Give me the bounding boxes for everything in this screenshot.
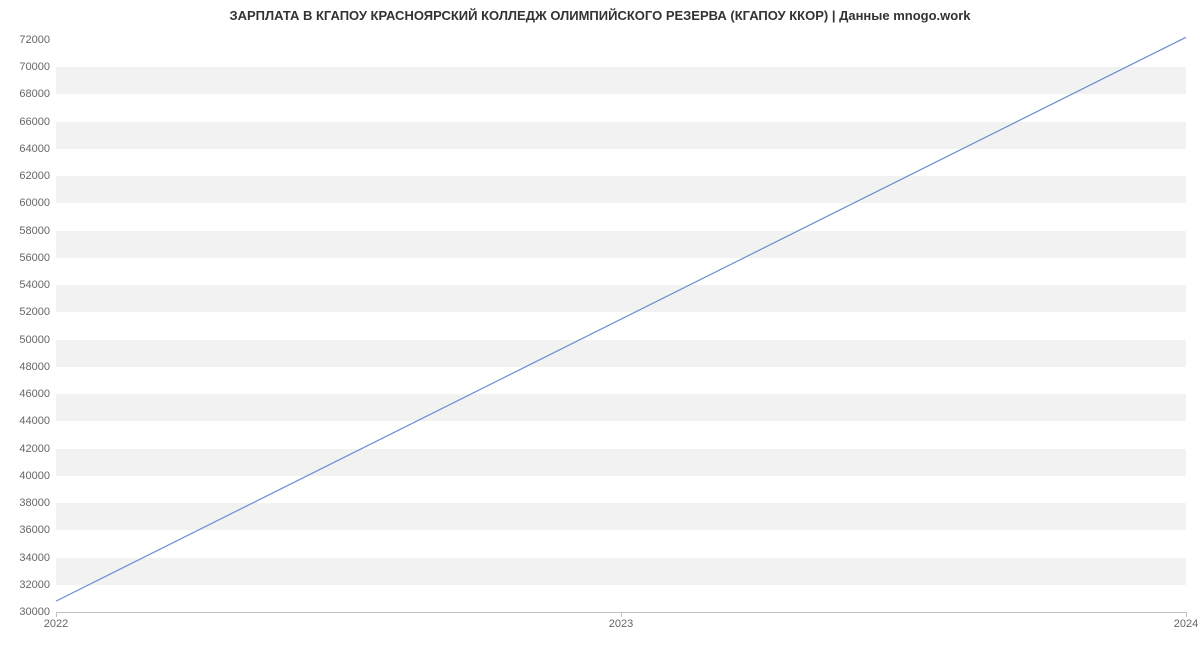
- y-tick-label: 60000: [6, 197, 50, 209]
- series-line-salary: [56, 37, 1186, 601]
- salary-chart: ЗАРПЛАТА В КГАПОУ КРАСНОЯРСКИЙ КОЛЛЕДЖ О…: [0, 0, 1200, 650]
- y-tick-label: 44000: [6, 415, 50, 427]
- x-tick-label: 2024: [1174, 618, 1198, 630]
- x-tick-label: 2022: [44, 618, 68, 630]
- line-layer: [56, 40, 1186, 612]
- x-tick-mark: [56, 612, 57, 617]
- y-tick-label: 32000: [6, 579, 50, 591]
- y-tick-label: 52000: [6, 306, 50, 318]
- y-tick-label: 38000: [6, 497, 50, 509]
- y-tick-label: 58000: [6, 225, 50, 237]
- y-tick-label: 42000: [6, 443, 50, 455]
- y-tick-label: 34000: [6, 552, 50, 564]
- y-tick-label: 70000: [6, 61, 50, 73]
- y-tick-label: 48000: [6, 361, 50, 373]
- chart-title: ЗАРПЛАТА В КГАПОУ КРАСНОЯРСКИЙ КОЛЛЕДЖ О…: [0, 8, 1200, 23]
- x-tick-mark: [621, 612, 622, 617]
- y-tick-label: 36000: [6, 524, 50, 536]
- y-tick-label: 30000: [6, 606, 50, 618]
- y-tick-label: 66000: [6, 116, 50, 128]
- x-tick-label: 2023: [609, 618, 633, 630]
- x-tick-mark: [1186, 612, 1187, 617]
- y-tick-label: 46000: [6, 388, 50, 400]
- y-tick-label: 62000: [6, 170, 50, 182]
- y-tick-label: 68000: [6, 88, 50, 100]
- plot-area: [56, 40, 1186, 613]
- y-tick-label: 56000: [6, 252, 50, 264]
- y-tick-label: 40000: [6, 470, 50, 482]
- y-tick-label: 72000: [6, 34, 50, 46]
- y-tick-label: 50000: [6, 334, 50, 346]
- y-tick-label: 54000: [6, 279, 50, 291]
- y-tick-label: 64000: [6, 143, 50, 155]
